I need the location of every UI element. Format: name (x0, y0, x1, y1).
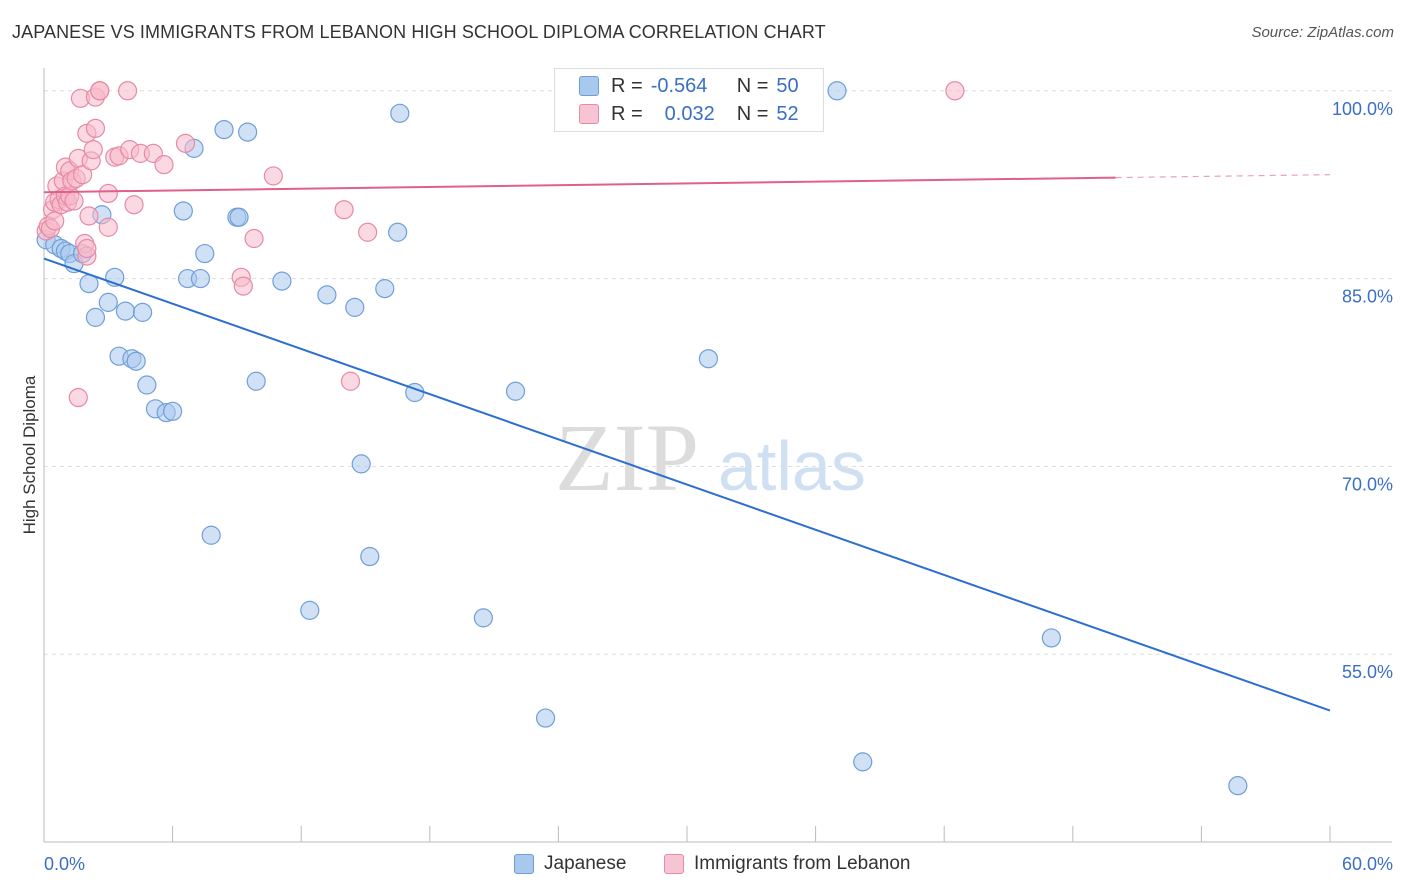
lebanon-point (98, 217, 118, 237)
legend-r-label: R = (611, 74, 643, 97)
lebanon-point (83, 140, 103, 160)
japanese-point (390, 103, 410, 123)
japanese-point (505, 381, 526, 401)
watermark: ZIP atlas (555, 404, 866, 511)
bottom-legend-label-lebanon: Immigrants from Lebanon (694, 853, 911, 874)
axes (43, 68, 1392, 843)
lebanon-point (72, 165, 93, 185)
y-tick-label: 70.0% (1342, 474, 1393, 494)
legend-row-japanese: R = -0.564 N = 50 (579, 73, 799, 99)
japanese-point (132, 302, 153, 322)
bottom-legend-swatch-japanese (514, 854, 534, 874)
x-tick-label: 60.0% (1342, 854, 1393, 874)
lebanon-point (117, 81, 138, 101)
japanese-point (853, 752, 873, 772)
japanese-point (317, 285, 337, 305)
japanese-point (473, 608, 493, 628)
japanese-point (85, 307, 106, 327)
lebanon-point (85, 118, 106, 138)
japanese-point (246, 371, 266, 391)
legend-row-lebanon: R = 0.032 N = 52 (579, 101, 799, 127)
lebanon-point (154, 155, 174, 175)
legend-n-value-lebanon: 52 (776, 102, 799, 125)
y-tick-label: 100.0% (1332, 99, 1393, 119)
japanese-point (375, 279, 395, 299)
watermark-zip: ZIP (555, 404, 699, 511)
bottom-legend-japanese: Japanese (514, 851, 626, 877)
legend-n-value-japanese: 50 (776, 74, 799, 97)
bottom-legend-label-japanese: Japanese (544, 853, 627, 874)
data-points (36, 81, 1248, 796)
trend-lines (43, 174, 1331, 712)
japanese-point (388, 222, 408, 242)
lebanon-point (90, 81, 110, 101)
lebanon-point (263, 166, 283, 186)
lebanon-point (340, 371, 361, 391)
lebanon-point (334, 200, 354, 220)
japanese-point (214, 119, 234, 140)
lebanon-point (77, 238, 97, 259)
lebanon-point (124, 195, 144, 215)
japanese-point (698, 349, 719, 369)
lebanon-trend-line (43, 176, 1116, 194)
lebanon-point (79, 206, 99, 226)
x-tick-label: 0.0% (44, 854, 85, 874)
x-tick-labels: 0.0% 60.0% (44, 854, 1393, 874)
japanese-point (195, 243, 215, 264)
legend-n-label: N = (736, 102, 769, 125)
lebanon-point (45, 211, 65, 231)
lebanon-trend-line-extension (1115, 174, 1331, 179)
japanese-point (1228, 776, 1248, 796)
chart-title: JAPANESE VS IMMIGRANTS FROM LEBANON HIGH… (12, 22, 826, 42)
japanese-point (827, 81, 847, 101)
legend-swatch-japanese (579, 76, 599, 96)
chart-source: Source: ZipAtlas.com (1251, 24, 1394, 41)
japanese-point (360, 546, 380, 567)
lebanon-point (98, 183, 118, 204)
lebanon-point (358, 222, 378, 242)
japanese-point (115, 301, 136, 321)
correlation-legend: R = -0.564 N = 50 R = 0.032 N = 52 (554, 68, 824, 132)
japanese-point (229, 207, 249, 227)
japanese-point (351, 454, 371, 474)
bottom-legend-swatch-lebanon (664, 854, 684, 874)
lebanon-point (945, 81, 965, 101)
japanese-point (535, 708, 556, 728)
japanese-point (137, 375, 157, 395)
legend-r-value-lebanon: 0.032 (664, 102, 715, 125)
lebanon-point (64, 191, 84, 211)
japanese-point (163, 401, 183, 421)
japanese-point (173, 201, 193, 221)
japanese-point (1041, 628, 1061, 648)
japanese-point (126, 351, 146, 371)
lebanon-point (175, 133, 196, 153)
y-tick-label: 85.0% (1342, 287, 1393, 307)
legend-swatch-lebanon (579, 104, 599, 124)
y-tick-label: 55.0% (1342, 662, 1393, 682)
japanese-point (272, 271, 292, 291)
legend-r-label: R = (611, 102, 643, 125)
y-tick-labels: 100.0% 85.0% 70.0% 55.0% (1332, 99, 1393, 682)
japanese-point (190, 268, 211, 289)
grid-lines (44, 90, 1392, 655)
bottom-legend-lebanon: Immigrants from Lebanon (664, 851, 911, 877)
japanese-point (201, 525, 221, 545)
japanese-point (98, 292, 118, 312)
legend-n-label: N = (736, 74, 769, 97)
japanese-point (300, 600, 320, 620)
lebanon-point (244, 228, 264, 249)
legend-r-value-japanese: -0.564 (650, 74, 708, 97)
japanese-trend-line (43, 257, 1331, 712)
lebanon-point (68, 387, 88, 408)
lebanon-point (233, 276, 253, 296)
japanese-point (345, 297, 365, 317)
japanese-point (238, 122, 258, 142)
